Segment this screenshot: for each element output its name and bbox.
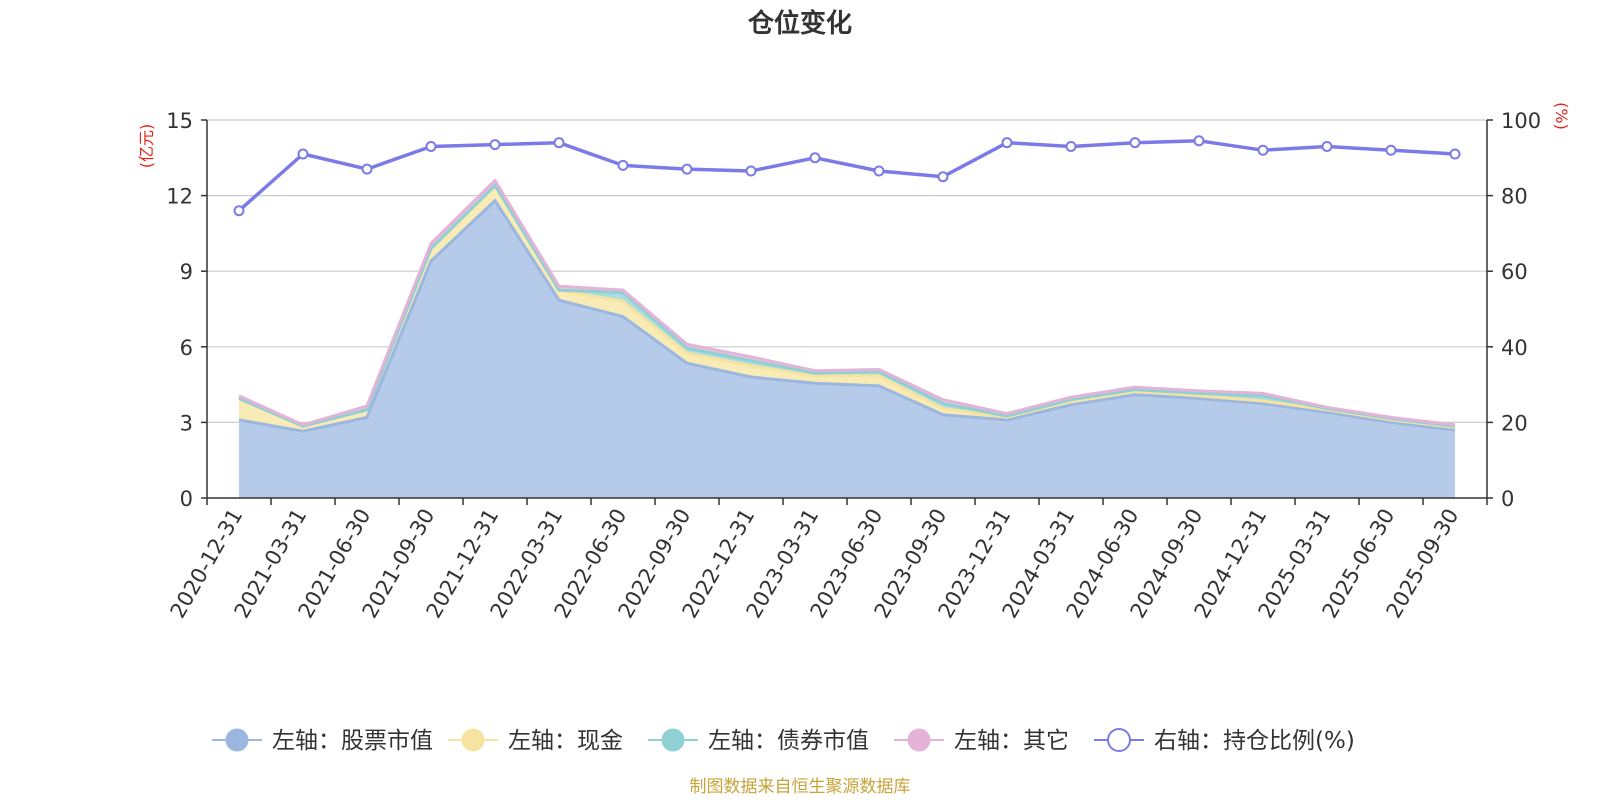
legend-label: 左轴：股票市值 [272, 728, 433, 754]
right-tick-label: 60 [1501, 260, 1528, 284]
area-edge-左轴：股票市值 [238, 199, 1456, 433]
ratio-point [937, 171, 949, 183]
legend-marker [225, 728, 249, 752]
right-axis-label: (%) [1552, 102, 1571, 130]
right-tick-label: 80 [1501, 185, 1528, 209]
legend-label: 左轴：债券市值 [708, 728, 869, 754]
stacked-areas [238, 179, 1456, 498]
ratio-point [1449, 148, 1461, 160]
ratio-point [1321, 140, 1333, 152]
area-edge-左轴：其它 [238, 179, 1456, 427]
data-source-note: 制图数据来自恒生聚源数据库 [690, 777, 911, 797]
ratio-line [237, 139, 1456, 213]
legend-marker [907, 728, 931, 752]
left-tick-label: 9 [180, 260, 193, 284]
ratio-point [1193, 135, 1205, 147]
ratio-point [297, 148, 309, 160]
ratio-point [809, 152, 821, 164]
left-tick-label: 15 [166, 109, 193, 133]
position-ratio-line [233, 135, 1461, 217]
left-tick-label: 3 [180, 411, 193, 435]
left-tick-label: 12 [166, 185, 193, 209]
right-tick-label: 40 [1501, 336, 1528, 360]
legend-label: 左轴：其它 [954, 728, 1069, 754]
ratio-point [1129, 137, 1141, 149]
ratio-point [745, 165, 757, 177]
ratio-point [873, 165, 885, 177]
area-edge-左轴：债券市值 [238, 184, 1456, 428]
legend: 左轴：股票市值 左轴：现金 左轴：债券市值 左轴：其它 右轴：持仓比例(%) [212, 728, 1355, 754]
legend-item: 右轴：持仓比例(%) [1094, 728, 1355, 754]
legend-label: 右轴：持仓比例(%) [1154, 728, 1355, 754]
ratio-point [617, 159, 629, 171]
ratio-point [1065, 140, 1077, 152]
ratio-point [681, 163, 693, 175]
legend-marker [461, 728, 485, 752]
left-axis-label: (亿元) [137, 124, 156, 169]
legend-marker [661, 728, 685, 752]
right-tick-label: 100 [1501, 109, 1541, 133]
ratio-point [361, 163, 373, 175]
legend-item: 左轴：其它 [894, 728, 1069, 754]
legend-item: 左轴：股票市值 [212, 728, 433, 754]
left-tick-label: 6 [180, 336, 193, 360]
ratio-point [489, 139, 501, 151]
ratio-point [1385, 144, 1397, 156]
ratio-point [553, 137, 565, 149]
right-tick-label: 20 [1501, 411, 1528, 435]
legend-item: 左轴：债券市值 [648, 728, 869, 754]
ratio-point [233, 205, 245, 217]
ratio-point [1001, 137, 1013, 149]
left-tick-label: 0 [180, 487, 193, 511]
chart-title: 仓位变化 [747, 8, 852, 39]
right-tick-label: 0 [1501, 487, 1514, 511]
legend-item: 左轴：现金 [448, 728, 623, 754]
ratio-point [425, 140, 437, 152]
legend-marker [1107, 728, 1131, 752]
legend-label: 左轴：现金 [508, 728, 623, 754]
ratio-point [1257, 144, 1269, 156]
area-左轴：股票市值 [239, 200, 1455, 498]
